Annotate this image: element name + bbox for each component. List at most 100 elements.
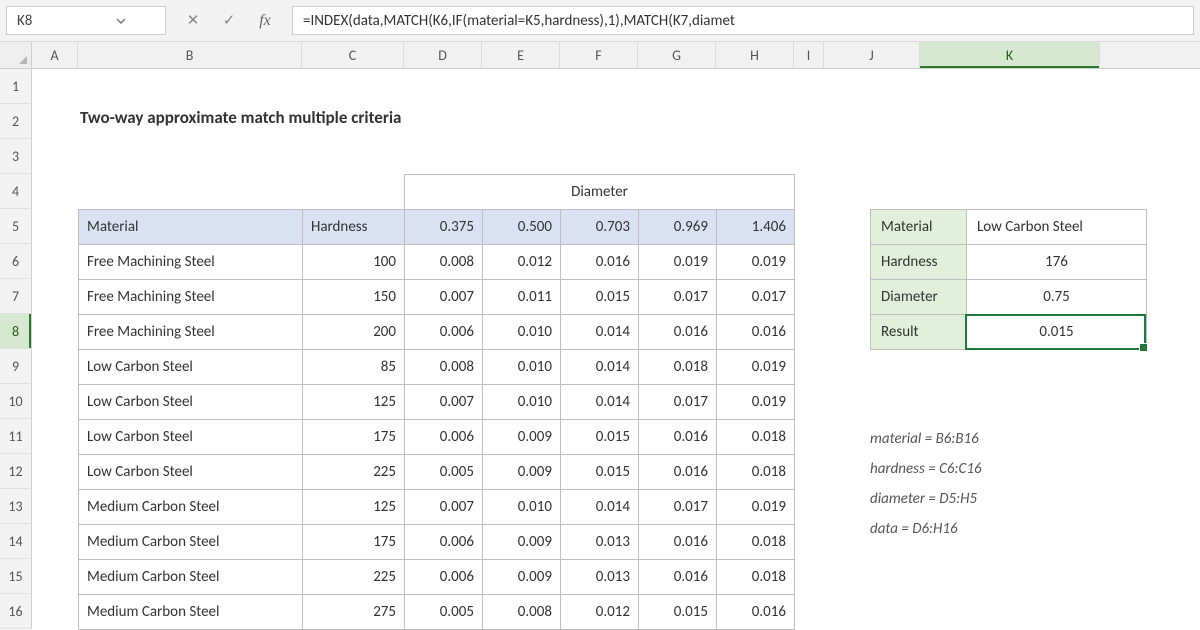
cell-value[interactable]: 0.019 [717, 350, 795, 385]
cell-value[interactable]: 0.019 [717, 245, 795, 280]
lookup-value-hardness[interactable]: 176 [967, 245, 1147, 280]
fx-icon[interactable]: fx [256, 12, 274, 30]
cell-value[interactable]: 0.017 [639, 280, 717, 315]
cell-value[interactable]: 0.015 [639, 595, 717, 630]
cell-material[interactable]: Medium Carbon Steel [79, 595, 303, 630]
row-header-11[interactable]: 11 [0, 419, 32, 454]
cell-hardness[interactable]: 175 [303, 525, 405, 560]
col-header-E[interactable]: E [482, 42, 560, 68]
cell-value[interactable]: 0.007 [405, 490, 483, 525]
cell-value[interactable]: 0.009 [483, 560, 561, 595]
cell-value[interactable]: 0.014 [561, 350, 639, 385]
col-header-H[interactable]: H [716, 42, 794, 68]
cell-value[interactable]: 0.015 [561, 455, 639, 490]
cell-value[interactable]: 0.006 [405, 420, 483, 455]
cell-value[interactable]: 0.005 [405, 595, 483, 630]
cell-value[interactable]: 0.012 [483, 245, 561, 280]
name-box[interactable]: K8 [6, 6, 166, 35]
cell-value[interactable]: 0.007 [405, 280, 483, 315]
cell-hardness[interactable]: 225 [303, 455, 405, 490]
row-header-6[interactable]: 6 [0, 244, 32, 279]
cell-value[interactable]: 0.015 [561, 420, 639, 455]
lookup-value-material[interactable]: Low Carbon Steel [967, 210, 1147, 245]
cell-value[interactable]: 0.005 [405, 455, 483, 490]
cell-value[interactable]: 0.018 [717, 455, 795, 490]
col-header-J[interactable]: J [824, 42, 920, 68]
cell-value[interactable]: 0.010 [483, 385, 561, 420]
cell-value[interactable]: 0.006 [405, 560, 483, 595]
cell-value[interactable]: 0.016 [717, 315, 795, 350]
cell-value[interactable]: 0.011 [483, 280, 561, 315]
cell-hardness[interactable]: 125 [303, 490, 405, 525]
cell-hardness[interactable]: 225 [303, 560, 405, 595]
col-header-B[interactable]: B [78, 42, 302, 68]
cell-value[interactable]: 0.006 [405, 315, 483, 350]
row-header-2[interactable]: 2 [0, 104, 32, 139]
cell-value[interactable]: 0.019 [717, 385, 795, 420]
cell-hardness[interactable]: 275 [303, 595, 405, 630]
cell-value[interactable]: 0.014 [561, 490, 639, 525]
cell-material[interactable]: Medium Carbon Steel [79, 490, 303, 525]
cell-value[interactable]: 0.019 [717, 490, 795, 525]
cell-value[interactable]: 0.010 [483, 350, 561, 385]
cell-value[interactable]: 0.017 [639, 490, 717, 525]
col-header-A[interactable]: A [32, 42, 78, 68]
lookup-value-diameter[interactable]: 0.75 [967, 280, 1147, 315]
row-header-7[interactable]: 7 [0, 279, 32, 314]
cell-value[interactable]: 0.008 [483, 595, 561, 630]
col-header-K[interactable]: K [920, 42, 1100, 68]
cell-value[interactable]: 0.016 [561, 245, 639, 280]
col-header-D[interactable]: D [404, 42, 482, 68]
cell-value[interactable]: 0.016 [639, 560, 717, 595]
cell-value[interactable]: 0.018 [717, 525, 795, 560]
cell-value[interactable]: 0.010 [483, 490, 561, 525]
cell-value[interactable]: 0.014 [561, 315, 639, 350]
cell-value[interactable]: 0.017 [717, 280, 795, 315]
cell-material[interactable]: Free Machining Steel [79, 280, 303, 315]
row-header-15[interactable]: 15 [0, 559, 32, 594]
cell-value[interactable]: 0.008 [405, 245, 483, 280]
lookup-value-result[interactable]: 0.015 [967, 315, 1147, 350]
cell-value[interactable]: 0.016 [639, 455, 717, 490]
cell-value[interactable]: 0.013 [561, 560, 639, 595]
row-header-10[interactable]: 10 [0, 384, 32, 419]
worksheet-area[interactable]: Two-way approximate match multiple crite… [32, 69, 1200, 629]
cell-hardness[interactable]: 100 [303, 245, 405, 280]
cell-hardness[interactable]: 200 [303, 315, 405, 350]
cell-value[interactable]: 0.013 [561, 525, 639, 560]
cell-value[interactable]: 0.009 [483, 525, 561, 560]
row-header-5[interactable]: 5 [0, 209, 32, 244]
select-all-corner[interactable] [0, 42, 32, 68]
cell-material[interactable]: Free Machining Steel [79, 245, 303, 280]
cell-hardness[interactable]: 125 [303, 385, 405, 420]
formula-input[interactable]: =INDEX(data,MATCH(K6,IF(material=K5,hard… [292, 6, 1194, 35]
col-header-G[interactable]: G [638, 42, 716, 68]
row-header-12[interactable]: 12 [0, 454, 32, 489]
cell-material[interactable]: Medium Carbon Steel [79, 525, 303, 560]
row-header-9[interactable]: 9 [0, 349, 32, 384]
cell-material[interactable]: Low Carbon Steel [79, 385, 303, 420]
row-header-8[interactable]: 8 [0, 314, 32, 349]
cell-material[interactable]: Low Carbon Steel [79, 420, 303, 455]
cell-value[interactable]: 0.007 [405, 385, 483, 420]
cell-value[interactable]: 0.009 [483, 455, 561, 490]
cell-value[interactable]: 0.009 [483, 420, 561, 455]
row-header-1[interactable]: 1 [0, 69, 32, 104]
cell-material[interactable]: Free Machining Steel [79, 315, 303, 350]
cell-value[interactable]: 0.018 [717, 560, 795, 595]
row-header-4[interactable]: 4 [0, 174, 32, 209]
cell-material[interactable]: Low Carbon Steel [79, 350, 303, 385]
cell-value[interactable]: 0.012 [561, 595, 639, 630]
cancel-icon[interactable]: ✕ [184, 11, 202, 30]
cell-value[interactable]: 0.006 [405, 525, 483, 560]
row-header-3[interactable]: 3 [0, 139, 32, 174]
cell-value[interactable]: 0.017 [639, 385, 717, 420]
cell-value[interactable]: 0.016 [639, 525, 717, 560]
cell-value[interactable]: 0.018 [717, 420, 795, 455]
cell-value[interactable]: 0.018 [639, 350, 717, 385]
cell-value[interactable]: 0.014 [561, 385, 639, 420]
cell-hardness[interactable]: 175 [303, 420, 405, 455]
row-header-14[interactable]: 14 [0, 524, 32, 559]
cell-value[interactable]: 0.010 [483, 315, 561, 350]
cell-material[interactable]: Low Carbon Steel [79, 455, 303, 490]
